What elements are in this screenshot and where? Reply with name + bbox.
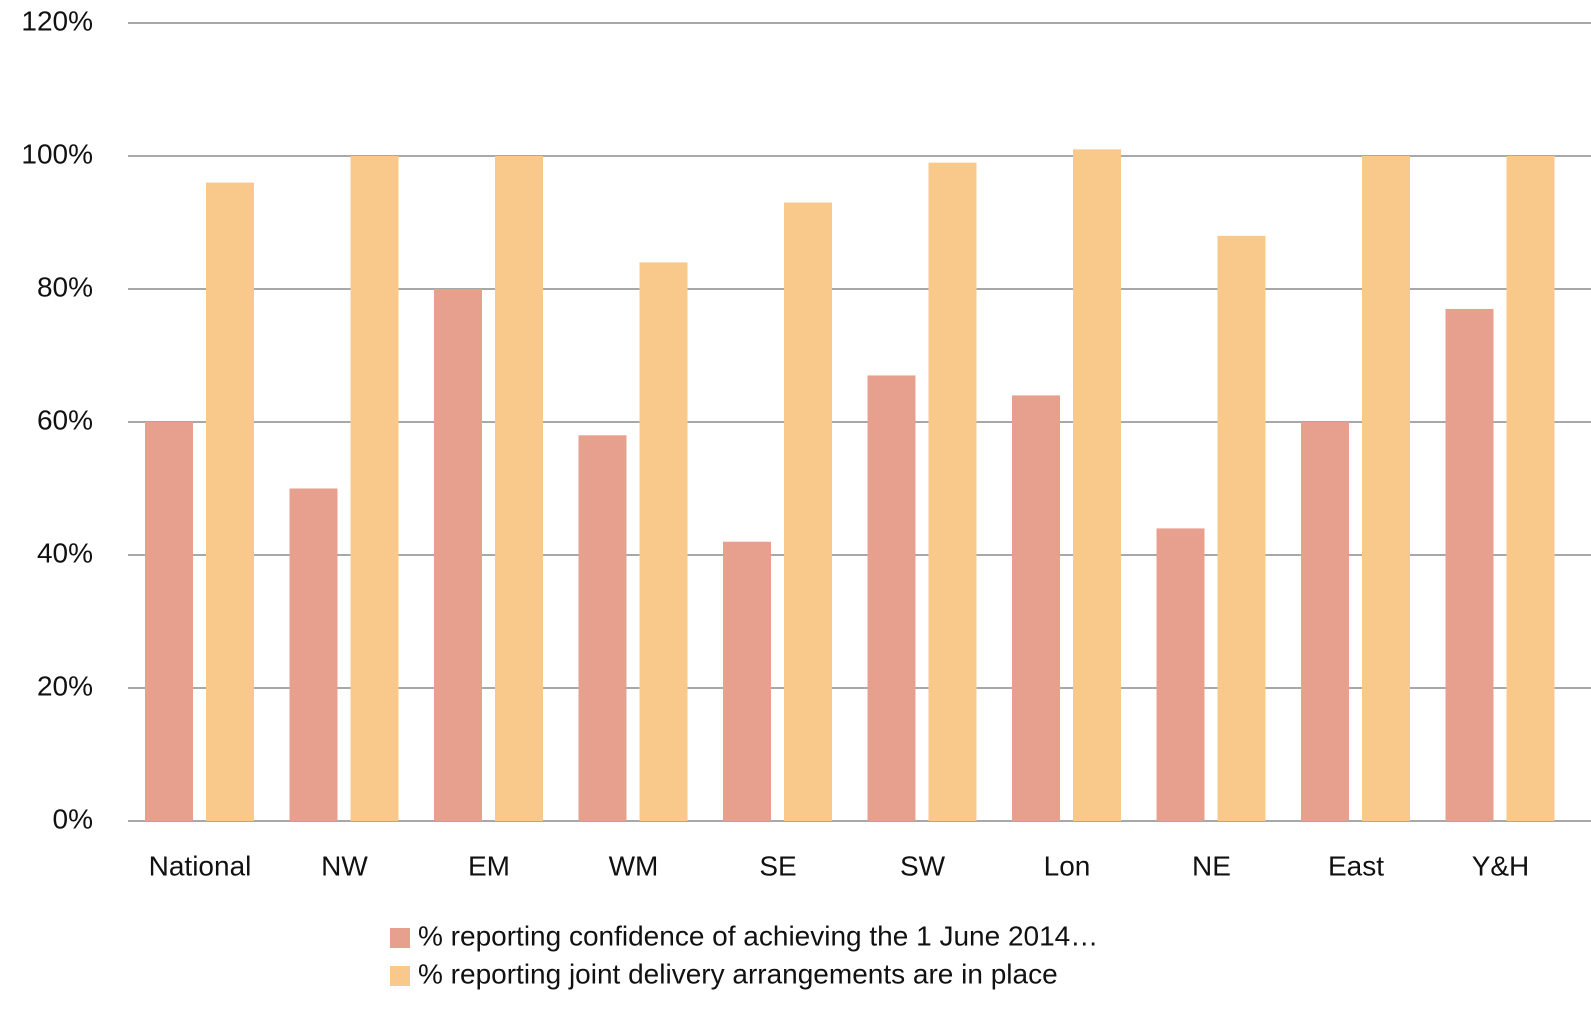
x-tick-label: NE [1192, 850, 1231, 881]
bar [1156, 528, 1205, 821]
bar [1445, 308, 1494, 821]
bar [784, 202, 832, 822]
x-tick-label: WM [609, 850, 659, 881]
y-tick-label: 20% [37, 670, 93, 701]
x-tick-label: NW [321, 850, 368, 881]
bar [1012, 395, 1060, 821]
bar [145, 422, 193, 821]
legend-label: % reporting confidence of achieving the … [418, 920, 1098, 951]
bar [1073, 149, 1121, 822]
x-tick-label: East [1328, 850, 1384, 881]
bar [434, 289, 482, 821]
bar [1217, 235, 1266, 822]
x-tick-label: Lon [1044, 850, 1091, 881]
y-tick-label: 0% [53, 803, 93, 834]
bar [1506, 156, 1555, 821]
y-tick-label: 80% [37, 271, 93, 302]
legend-swatch [390, 928, 410, 948]
bar [723, 541, 771, 821]
bar [1362, 156, 1410, 821]
bar [1301, 422, 1349, 821]
bar [289, 488, 338, 821]
bar [350, 156, 399, 821]
bar [206, 182, 254, 822]
bar [867, 375, 916, 821]
y-tick-label: 100% [21, 138, 93, 169]
bar [578, 435, 627, 821]
x-tick-label: SW [900, 850, 946, 881]
y-tick-label: 120% [21, 5, 93, 36]
x-tick-label: SE [759, 850, 796, 881]
y-tick-label: 40% [37, 537, 93, 568]
bar [639, 262, 688, 821]
x-tick-label: EM [468, 850, 510, 881]
y-tick-label: 60% [37, 404, 93, 435]
x-tick-label: Y&H [1472, 850, 1530, 881]
bar [495, 156, 543, 821]
bar [928, 162, 977, 821]
legend-swatch [390, 966, 410, 986]
x-tick-label: National [149, 850, 252, 881]
legend-label: % reporting joint delivery arrangements … [418, 958, 1058, 989]
